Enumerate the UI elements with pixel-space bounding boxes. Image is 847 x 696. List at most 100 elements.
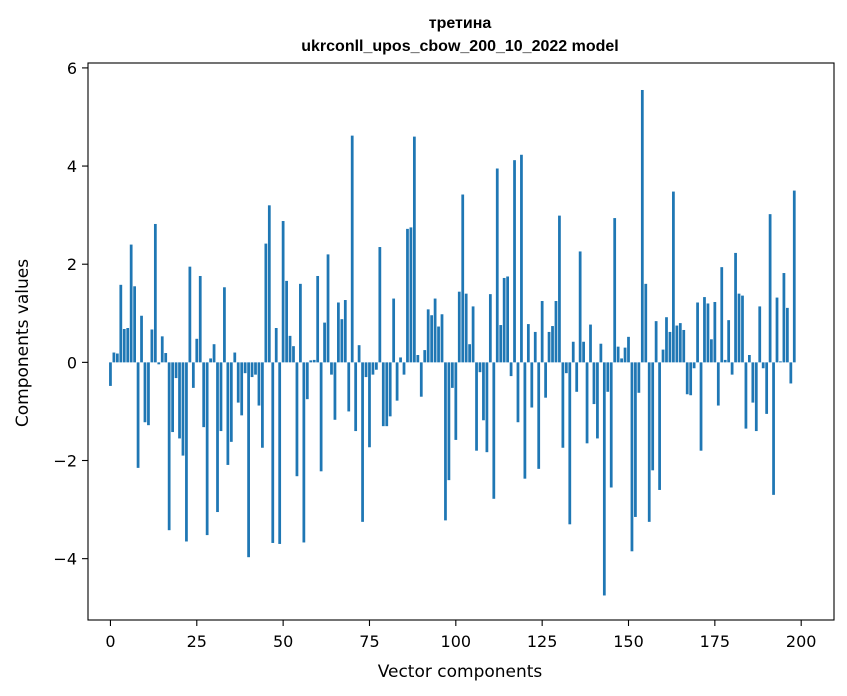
bar: [748, 355, 751, 363]
bar: [340, 319, 344, 363]
bar: [323, 322, 326, 363]
bar: [209, 358, 212, 363]
bar: [357, 345, 361, 363]
bar: [274, 328, 278, 363]
bar: [558, 215, 561, 363]
bar: [516, 362, 520, 423]
bar: [682, 329, 686, 363]
bar: [385, 362, 389, 427]
bar: [492, 362, 496, 499]
bar: [205, 362, 209, 536]
bar: [609, 362, 613, 488]
bar: [620, 358, 623, 363]
bar: [575, 362, 579, 392]
bar: [710, 339, 713, 363]
bar: [333, 362, 337, 420]
bar: [551, 326, 554, 363]
bar: [437, 326, 440, 363]
bar: [347, 362, 351, 412]
bar: [295, 362, 299, 477]
bar: [668, 331, 672, 363]
bar: [157, 362, 161, 365]
y-tick-label: −4: [53, 550, 77, 569]
bar: [540, 301, 544, 363]
bar: [343, 300, 347, 363]
bar: [153, 223, 157, 363]
bar: [309, 360, 313, 363]
bar: [150, 329, 154, 363]
bar: [661, 349, 665, 363]
bar: [164, 353, 168, 363]
bar: [337, 302, 340, 363]
bar: [226, 362, 230, 465]
bar: [592, 362, 596, 405]
bar: [223, 287, 226, 363]
bar: [122, 328, 126, 363]
y-tick-label: 6: [67, 59, 77, 78]
bar: [147, 362, 150, 426]
bar: [381, 362, 385, 427]
bar: [637, 362, 641, 393]
bar: [112, 352, 116, 363]
bar: [468, 344, 472, 363]
bar: [195, 338, 199, 363]
x-tick-label: 25: [187, 632, 207, 651]
bar: [475, 362, 478, 451]
bar: [236, 362, 240, 403]
bar: [685, 362, 689, 395]
bar: [520, 154, 523, 363]
bar: [585, 362, 589, 444]
bar: [171, 362, 174, 433]
bar: [447, 362, 451, 481]
bar: [568, 362, 572, 525]
bar: [243, 362, 247, 374]
bar: [371, 362, 375, 375]
bar: [136, 362, 140, 468]
bar: [143, 362, 147, 423]
bar: [530, 362, 534, 408]
bar: [254, 362, 257, 375]
x-axis-label: Vector components: [378, 662, 543, 682]
bar: [247, 362, 250, 558]
bar: [450, 362, 454, 388]
bar: [444, 362, 447, 521]
bar: [689, 362, 693, 396]
bar: [430, 315, 434, 363]
bar: [160, 336, 164, 363]
bar: [440, 314, 444, 363]
bar: [523, 362, 527, 479]
chart-subtitle: ukrconll_upos_cbow_200_10_2022 model: [301, 38, 618, 55]
bar: [678, 323, 682, 363]
bar: [478, 362, 482, 373]
bar: [582, 341, 585, 363]
bar: [644, 283, 648, 363]
bar: [312, 359, 316, 363]
bar: [271, 362, 275, 543]
bar: [185, 362, 188, 542]
bar: [267, 205, 271, 363]
y-tick-label: 0: [67, 353, 77, 372]
bar: [115, 353, 119, 363]
bar: [613, 218, 617, 363]
bar: [672, 191, 675, 363]
x-axis-ticks: 0 25 50 75 100 125 150 175 200: [105, 620, 816, 651]
bar: [285, 280, 288, 363]
bar: [789, 362, 793, 384]
bar: [782, 273, 786, 363]
bar: [471, 306, 475, 363]
bar: [364, 362, 368, 378]
bar: [409, 227, 413, 363]
bar: [713, 301, 717, 363]
y-axis-label: Components values: [13, 259, 33, 427]
bar: [554, 301, 558, 363]
bar: [350, 135, 354, 363]
bar: [198, 275, 202, 363]
bar: [402, 362, 406, 375]
bar: [703, 297, 706, 363]
bar: [109, 362, 112, 386]
bar: [299, 283, 302, 363]
bar: [375, 362, 378, 370]
bars-group: [109, 89, 796, 596]
bar: [602, 362, 606, 596]
